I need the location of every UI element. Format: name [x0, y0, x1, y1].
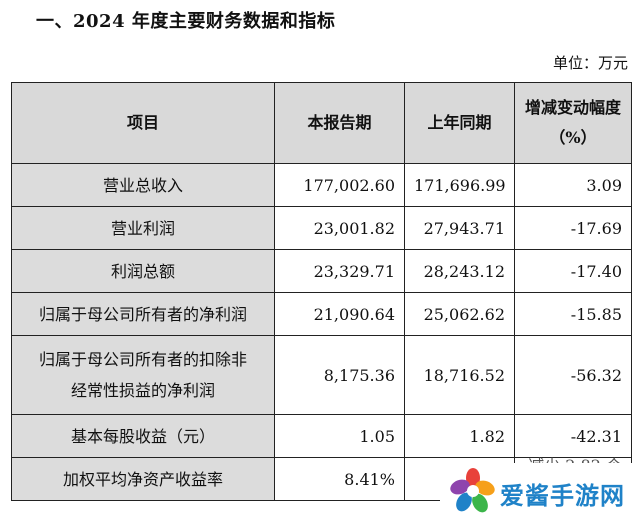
row-current-value: 177,002.60 — [274, 163, 405, 207]
row-item-label-line1: 归属于母公司所有者的扣除非 — [38, 350, 247, 369]
row-item-label: 归属于母公司所有者的扣除非 经常性损益的净利润 — [11, 335, 275, 415]
header-change-label: 增减变动幅度 — [524, 98, 621, 117]
logo-petal — [466, 468, 480, 488]
table-row: 营业总收入 177,002.60 171,696.99 3.09 — [11, 163, 632, 207]
unit-label: 单位：万元 — [552, 54, 628, 72]
row-change-value: -17.69 — [514, 206, 632, 250]
row-prior-value: 18,716.52 — [404, 335, 515, 415]
row-item-label: 加权平均净资产收益率 — [11, 457, 275, 501]
row-prior-value: 1.82 — [404, 414, 515, 458]
header-change-unit: （%） — [549, 128, 597, 147]
header-item: 项目 — [11, 82, 275, 164]
table-row: 归属于母公司所有者的净利润 21,090.64 25,062.62 -15.85 — [11, 292, 632, 336]
row-current-value: 23,001.82 — [274, 206, 405, 250]
row-change-value: -15.85 — [514, 292, 632, 336]
row-prior-value: 27,943.71 — [404, 206, 515, 250]
row-change-value: -42.31 — [514, 414, 632, 458]
row-item-label: 营业利润 — [11, 206, 275, 250]
table-header-row: 项目 本报告期 上年同期 增减变动幅度 （%） — [11, 82, 632, 164]
row-item-label: 基本每股收益（元） — [11, 414, 275, 458]
header-change-rate: 增减变动幅度 （%） — [514, 82, 632, 164]
logo-petal — [472, 493, 488, 513]
table-row: 归属于母公司所有者的扣除非 经常性损益的净利润 8,175.36 18,716.… — [11, 335, 632, 415]
row-prior-value: 171,696.99 — [404, 163, 515, 207]
flower-logo-icon — [450, 468, 495, 513]
row-item-label-line2: 经常性损益的净利润 — [70, 381, 215, 400]
financial-data-table: 项目 本报告期 上年同期 增减变动幅度 （%） 营业总收入 177,002.60… — [11, 82, 632, 501]
row-item-label: 营业总收入 — [11, 163, 275, 207]
table-row: 利润总额 23,329.71 28,243.12 -17.40 — [11, 249, 632, 293]
section-title: 一、2024 年度主要财务数据和指标 — [36, 11, 336, 32]
header-current-period: 本报告期 — [274, 82, 405, 164]
logo-petal — [450, 479, 470, 495]
row-item-label: 归属于母公司所有者的净利润 — [11, 292, 275, 336]
row-change-value: -56.32 — [514, 335, 632, 415]
header-prior-period: 上年同期 — [404, 82, 515, 164]
row-prior-value: 25,062.62 — [404, 292, 515, 336]
row-change-value: 3.09 — [514, 163, 632, 207]
row-change-value: -17.40 — [514, 249, 632, 293]
table-row: 基本每股收益（元） 1.05 1.82 -42.31 — [11, 414, 632, 458]
logo-petal — [475, 480, 495, 496]
row-current-value: 21,090.64 — [274, 292, 405, 336]
logo-center — [467, 485, 479, 497]
row-prior-value: 28,243.12 — [404, 249, 515, 293]
table-row: 营业利润 23,001.82 27,943.71 -17.69 — [11, 206, 632, 250]
row-current-value: 8.41% — [274, 457, 405, 501]
row-current-value: 1.05 — [274, 414, 405, 458]
watermark: 爱酱手游网 — [440, 463, 640, 518]
row-item-label: 利润总额 — [11, 249, 275, 293]
row-current-value: 23,329.71 — [274, 249, 405, 293]
logo-petal — [456, 492, 472, 512]
watermark-text: 爱酱手游网 — [500, 482, 625, 510]
row-current-value: 8,175.36 — [274, 335, 405, 415]
